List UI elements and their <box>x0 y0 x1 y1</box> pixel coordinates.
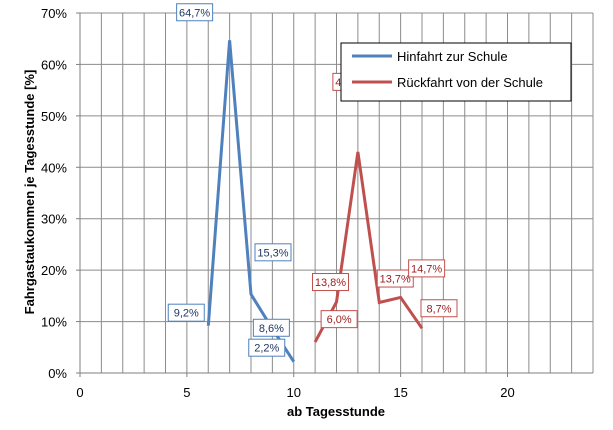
data-label-box <box>254 243 292 262</box>
legend: Hinfahrt zur Schule Rückfahrt von der Sc… <box>340 42 572 102</box>
x-tick-label: 0 <box>76 385 83 400</box>
series-line-1 <box>313 151 424 343</box>
data-label: 2,2% <box>254 343 279 355</box>
data-label: 64,7% <box>179 7 210 19</box>
data-label: 13,7% <box>380 274 411 286</box>
data-label-box <box>167 303 205 322</box>
y-tick-label: 10% <box>41 315 67 330</box>
y-tick-label: 60% <box>41 57 67 72</box>
legend-label-rueckfahrt: Rückfahrt von der Schule <box>397 75 543 90</box>
data-label: 8,6% <box>259 323 284 335</box>
data-label: 6,0% <box>327 314 352 326</box>
y-tick-label: 30% <box>41 212 67 227</box>
gridlines <box>80 12 594 373</box>
data-label: 13,8% <box>315 277 346 289</box>
legend-label-hinfahrt: Hinfahrt zur Schule <box>397 49 508 64</box>
data-label: 8,7% <box>426 303 451 315</box>
data-label: 15,3% <box>257 247 288 259</box>
data-label-box <box>376 269 414 288</box>
x-tick-label: 10 <box>287 385 301 400</box>
x-tick-label: 5 <box>183 385 190 400</box>
axes <box>76 12 593 377</box>
data-label: 9,2% <box>174 308 199 320</box>
data-label-box <box>320 310 358 329</box>
y-tick-label: 50% <box>41 109 67 124</box>
y-tick-label: 40% <box>41 160 67 175</box>
x-axis-title: ab Tagesstunde <box>287 404 385 419</box>
x-tick-label: 15 <box>393 385 407 400</box>
y-tick-label: 20% <box>41 263 67 278</box>
data-label-box <box>420 299 458 318</box>
data-label-box <box>408 259 446 278</box>
data-label-box <box>176 3 214 22</box>
data-label-box <box>248 338 286 357</box>
y-axis-title: Fahrgastaukommen je Tagesstunde [%] <box>22 70 37 315</box>
data-label: 14,7% <box>411 263 442 275</box>
y-tick-label: 0% <box>48 366 67 381</box>
y-tick-label: 70% <box>41 6 67 21</box>
tick-labels: 0% 10% 20% 30% 40% 50% 60% 70% 0 5 10 15 20 <box>41 6 515 400</box>
data-label-box <box>252 318 290 337</box>
x-tick-label: 20 <box>500 385 514 400</box>
data-label-box <box>312 273 349 292</box>
legend-box <box>340 42 572 102</box>
